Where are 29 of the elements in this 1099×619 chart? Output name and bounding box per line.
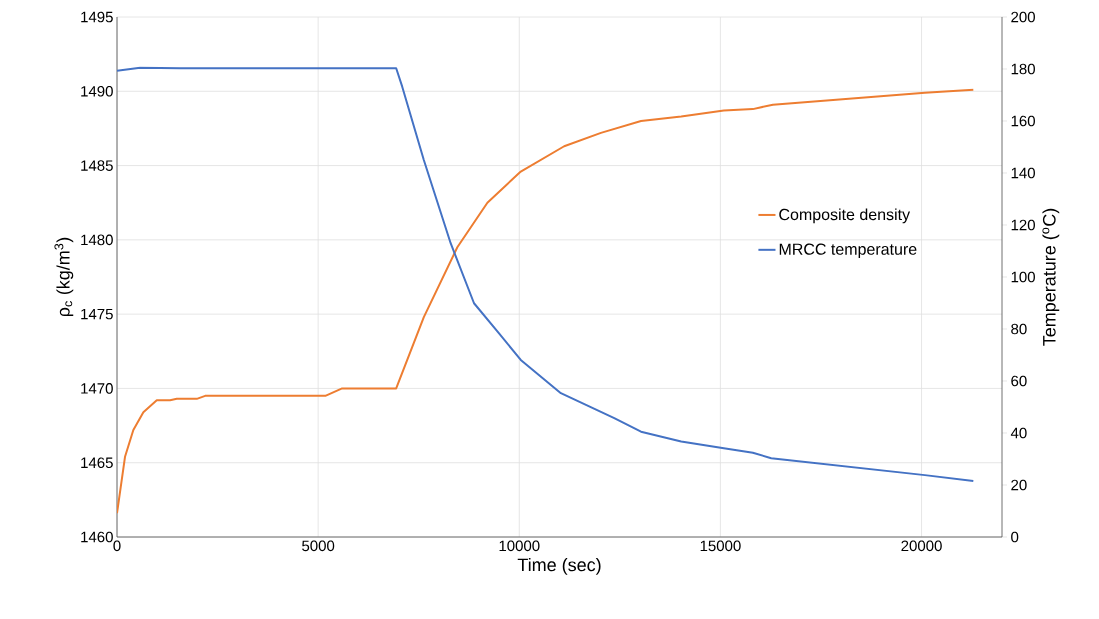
y2-tick-label: 40 <box>1010 427 1027 439</box>
y2-tick-label: 60 <box>1011 375 1027 387</box>
y2-tick-label: 160 <box>1011 115 1035 127</box>
y2-tick-label: 200 <box>1011 11 1035 23</box>
y2-axis-title: Temperature ($^{o}$C) <box>1042 208 1060 346</box>
y2-tick-label: 80 <box>1011 323 1027 335</box>
x-tick-label: 0 <box>113 540 121 552</box>
y-tick-label: 1475 <box>81 308 113 320</box>
y-tick-label: 1465 <box>81 457 113 469</box>
x-axis-title: Time (sec) <box>517 558 601 575</box>
legend-label: MRCC temperature <box>779 243 917 258</box>
y-tick-label: 1480 <box>81 234 113 246</box>
y-tick-label: 1490 <box>81 85 113 97</box>
y2-tick-label: 20 <box>1011 479 1027 491</box>
legend-label: Composite density <box>779 208 911 224</box>
x-tick-label: 5000 <box>302 540 335 552</box>
y-tick-label: 1460 <box>81 531 113 543</box>
x-tick-label: 15000 <box>700 540 741 552</box>
y2-tick-label: 120 <box>1011 219 1035 231</box>
y-axis-title: ρ$_{c}$ (kg/m$^{3}$) <box>54 237 74 317</box>
y-tick-label: 1495 <box>81 11 113 23</box>
y2-tick-label: 180 <box>1011 63 1035 75</box>
x-tick-label: 20000 <box>901 540 942 552</box>
y-tick-label: 1470 <box>81 383 113 394</box>
x-tick-label: 10000 <box>499 540 540 552</box>
y2-tick-label: 100 <box>1011 271 1035 283</box>
y2-tick-label: 0 <box>1011 531 1019 543</box>
y-tick-label: 1485 <box>81 160 113 171</box>
y2-tick-label: 140 <box>1011 167 1035 179</box>
